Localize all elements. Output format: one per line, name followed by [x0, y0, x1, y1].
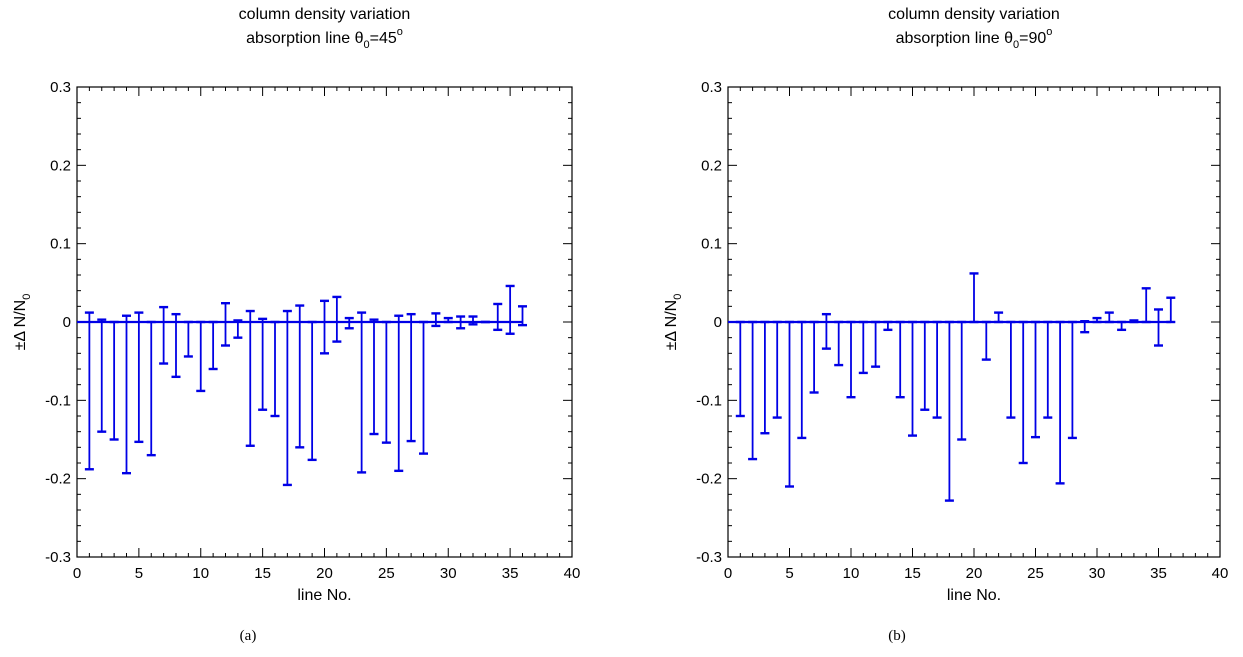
y-tick-label: 0.1: [50, 236, 71, 253]
chart-title: column density variation: [239, 6, 411, 23]
y-axis-label-subscript: 0: [672, 294, 684, 300]
x-tick-label: 15: [254, 565, 271, 582]
y-tick-label: -0.3: [696, 549, 722, 566]
y-tick-label: 0: [63, 314, 71, 331]
y-axis-label-text: ±Δ N/N: [663, 300, 680, 351]
x-tick-label: 10: [843, 565, 860, 582]
subtitle-value: =45: [370, 30, 397, 47]
x-tick-label: 0: [724, 565, 732, 582]
y-tick-label: 0.2: [701, 157, 722, 174]
y-tick-label: -0.3: [45, 549, 71, 566]
subtitle-text: absorption line θ: [896, 30, 1014, 47]
y-tick-label: -0.2: [696, 471, 722, 488]
x-tick-label: 25: [1027, 565, 1044, 582]
y-tick-label: 0.2: [50, 157, 71, 174]
subtitle-superscript: o: [1046, 26, 1052, 38]
x-tick-label: 5: [135, 565, 143, 582]
panel-caption: (b): [888, 628, 906, 644]
x-tick-label: 30: [1089, 565, 1106, 582]
y-axis-label: ±Δ N/N0: [12, 294, 33, 351]
y-tick-label: -0.1: [45, 392, 71, 409]
subtitle-value: =90: [1019, 30, 1046, 47]
y-axis-label: ±Δ N/N0: [663, 294, 684, 351]
chart-panel-a: column density variation absorption line …: [12, 6, 580, 644]
x-tick-label: 30: [440, 565, 457, 582]
panel-caption: (a): [240, 628, 257, 644]
subtitle-superscript: o: [397, 26, 403, 38]
subtitle-subscript: 0: [364, 39, 370, 51]
chart-panel-b: column density variation absorption line …: [663, 6, 1228, 644]
x-tick-label: 40: [1212, 565, 1229, 582]
y-axis-label-subscript: 0: [21, 294, 33, 300]
x-axis-label: line No.: [297, 587, 351, 604]
chart-subtitle: absorption line θ0=90o: [896, 26, 1053, 51]
x-tick-label: 15: [904, 565, 921, 582]
x-tick-label: 20: [966, 565, 983, 582]
y-tick-label: 0.3: [50, 79, 71, 96]
x-tick-label: 35: [1150, 565, 1167, 582]
subtitle-subscript: 0: [1013, 39, 1019, 51]
x-axis-label: line No.: [947, 587, 1001, 604]
x-tick-label: 35: [502, 565, 519, 582]
x-tick-label: 40: [564, 565, 581, 582]
y-tick-label: 0.1: [701, 236, 722, 253]
x-tick-label: 0: [73, 565, 81, 582]
x-tick-label: 10: [192, 565, 209, 582]
x-tick-label: 25: [378, 565, 395, 582]
y-tick-label: 0: [714, 314, 722, 331]
x-tick-label: 5: [785, 565, 793, 582]
y-axis-label-text: ±Δ N/N: [12, 300, 29, 351]
x-tick-label: 20: [316, 565, 333, 582]
subtitle-text: absorption line θ: [246, 30, 364, 47]
y-tick-label: 0.3: [701, 79, 722, 96]
chart-subtitle: absorption line θ0=45o: [246, 26, 403, 51]
y-tick-label: -0.1: [696, 392, 722, 409]
chart-title: column density variation: [888, 6, 1060, 23]
y-tick-label: -0.2: [45, 471, 71, 488]
